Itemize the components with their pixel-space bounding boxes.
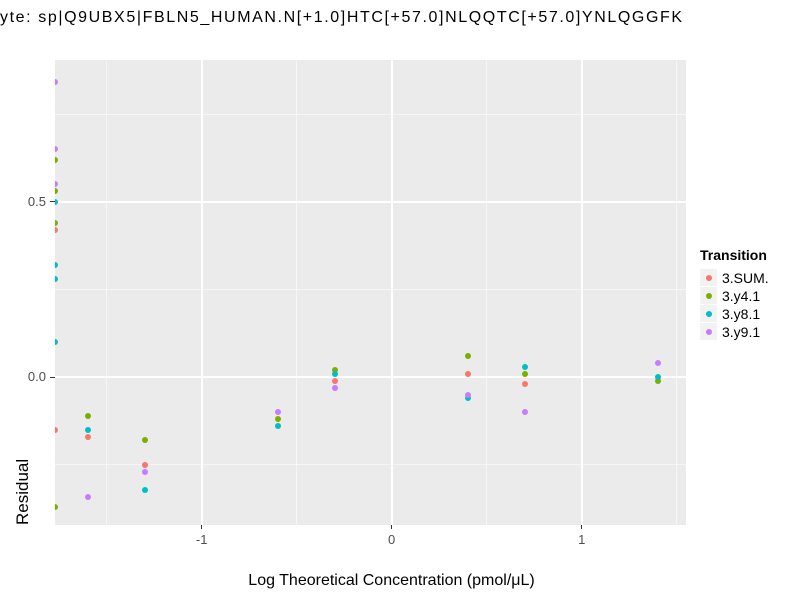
gridline-y-major: [55, 200, 686, 203]
data-point: [141, 469, 148, 475]
data-point: [654, 374, 661, 381]
data-point: [84, 412, 91, 419]
legend-item-label: 3.y8.1: [722, 305, 761, 322]
data-point: [331, 377, 338, 384]
legend-item-label: 3.y9.1: [722, 323, 761, 340]
x-tick-label: 0: [388, 532, 396, 547]
data-point: [55, 261, 59, 268]
gridline-y-minor: [55, 464, 686, 466]
gridline-x-minor: [106, 60, 108, 525]
data-point: [55, 339, 59, 346]
data-point: [464, 370, 471, 377]
gridline-y-major: [55, 376, 686, 379]
data-point: [464, 395, 471, 402]
legend-point-icon: [705, 292, 712, 299]
x-tick-label: 1: [578, 532, 586, 547]
x-axis-title: Log Theoretical Concentration (pmol/μL): [248, 572, 535, 589]
gridline-x-minor: [676, 60, 678, 525]
data-point: [331, 367, 338, 374]
legend-item: 3.SUM.: [700, 269, 769, 286]
data-point: [274, 423, 281, 430]
data-point: [274, 416, 281, 423]
y-tick-label: 0.0: [27, 369, 46, 385]
data-point: [141, 461, 148, 468]
legend-point-icon: [705, 274, 712, 281]
legend-key: [700, 269, 717, 286]
y-axis-title: Residual: [13, 458, 32, 525]
gridline-x-major: [390, 60, 393, 525]
legend-key: [700, 287, 717, 304]
x-axis-tick: [581, 525, 583, 529]
data-point: [84, 493, 91, 500]
data-point: [55, 181, 59, 188]
legend: Transition 3.SUM. 3.y4.1 3.y8.1 3.y9.1: [700, 247, 769, 341]
y-axis-tick: [50, 201, 55, 203]
data-point: [654, 360, 661, 367]
data-point: [141, 486, 148, 493]
data-point: [521, 370, 528, 377]
x-axis-tick: [391, 525, 393, 529]
legend-key: [700, 323, 717, 340]
data-point: [331, 370, 338, 377]
y-axis-tick: [50, 376, 55, 378]
gridline-y-minor: [55, 113, 686, 115]
legend-point-icon: [705, 310, 712, 317]
gridline-x-major: [580, 60, 583, 525]
data-point: [521, 381, 528, 388]
data-point: [521, 409, 528, 416]
legend-key: [700, 305, 717, 322]
y-tick-label: 0.5: [27, 193, 46, 209]
data-point: [331, 384, 338, 391]
legend-point-icon: [705, 328, 712, 335]
x-axis-tick: [201, 525, 203, 529]
data-point: [84, 433, 91, 440]
data-point: [521, 363, 528, 370]
gridline-x-major: [200, 60, 203, 525]
data-point: [55, 426, 59, 433]
legend-item-label: 3.SUM.: [722, 269, 769, 286]
data-point: [55, 275, 59, 282]
data-point: [464, 391, 471, 398]
plot-panel: [55, 60, 686, 525]
data-point: [274, 409, 281, 416]
data-point: [55, 188, 59, 195]
x-tick-label: -1: [195, 532, 208, 547]
data-point: [55, 504, 59, 511]
legend-item: 3.y8.1: [700, 305, 769, 322]
plot-title: yte: sp|Q9UBX5|FBLN5_HUMAN.N[+1.0]HTC[+5…: [0, 9, 684, 26]
gridline-x-minor: [486, 60, 488, 525]
data-point: [55, 198, 59, 205]
data-point: [141, 437, 148, 444]
gridline-y-minor: [55, 289, 686, 291]
data-point: [55, 219, 59, 226]
data-point: [55, 146, 59, 153]
legend-items: 3.SUM. 3.y4.1 3.y8.1 3.y9.1: [700, 269, 769, 340]
legend-item-label: 3.y4.1: [722, 287, 761, 304]
gridline-x-minor: [296, 60, 298, 525]
data-point: [84, 426, 91, 433]
data-point: [464, 353, 471, 360]
data-point: [55, 79, 59, 86]
legend-title: Transition: [700, 247, 767, 263]
data-point: [55, 226, 59, 233]
legend-item: 3.y4.1: [700, 287, 769, 304]
data-point: [654, 377, 661, 384]
legend-item: 3.y9.1: [700, 323, 769, 340]
data-point: [55, 156, 59, 163]
